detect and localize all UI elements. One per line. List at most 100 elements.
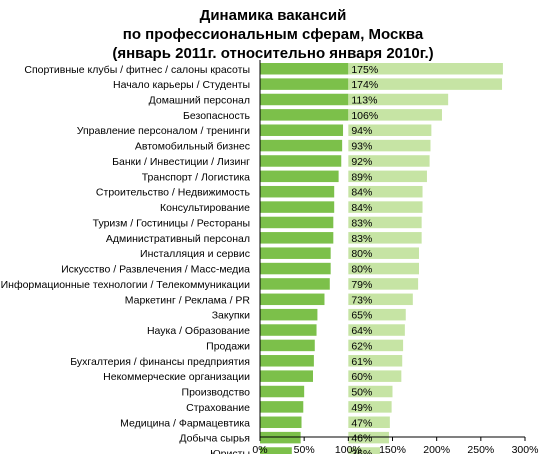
x-tick-label: 200% bbox=[423, 444, 450, 454]
category-label: Транспорт / Логистика bbox=[142, 171, 250, 183]
data-label: 46% bbox=[351, 433, 372, 445]
bar-base bbox=[260, 262, 331, 275]
chart-title-line-2: по профессиональным сферам, Москва bbox=[122, 26, 424, 43]
bar-base bbox=[260, 401, 304, 413]
bar-excess bbox=[348, 170, 427, 183]
data-label: 106% bbox=[351, 110, 378, 122]
bar-excess bbox=[348, 416, 390, 429]
category-label: Безопасность bbox=[183, 110, 251, 122]
x-tick-label: 250% bbox=[467, 444, 494, 454]
bar-excess bbox=[348, 339, 404, 352]
bar-excess bbox=[348, 78, 503, 90]
bar-excess bbox=[348, 262, 419, 275]
category-label: Юристы bbox=[210, 448, 250, 454]
category-label: Банки / Инвестиции / Лизинг bbox=[112, 156, 250, 168]
bar-excess bbox=[348, 293, 413, 306]
category-label: Спортивные клубы / фитнес / салоны красо… bbox=[24, 64, 250, 76]
bar-base bbox=[260, 385, 305, 398]
category-label: Консультирование bbox=[160, 202, 250, 214]
bar-base bbox=[260, 124, 344, 136]
data-label: 65% bbox=[351, 310, 372, 322]
bar-base bbox=[260, 216, 334, 229]
bar-base bbox=[260, 370, 313, 382]
bar-base bbox=[260, 232, 334, 244]
x-tick-label: 50% bbox=[294, 444, 315, 454]
bar-base bbox=[260, 63, 349, 75]
category-label: Искусство / Развлечения / Масс-медиа bbox=[61, 264, 250, 276]
data-label: 49% bbox=[351, 402, 372, 414]
bar-excess bbox=[348, 93, 449, 106]
category-label: Строительство / Недвижимость bbox=[96, 187, 251, 199]
bar-base bbox=[260, 247, 331, 259]
data-label: 60% bbox=[351, 371, 372, 383]
category-label: Управление персоналом / тренинги bbox=[77, 125, 250, 137]
data-label: 62% bbox=[351, 340, 372, 352]
bar-excess bbox=[348, 385, 393, 398]
bar-excess bbox=[348, 355, 403, 367]
category-label: Инсталляция и сервис bbox=[140, 248, 250, 260]
data-label: 83% bbox=[351, 233, 372, 245]
category-label: Производство bbox=[182, 387, 251, 399]
bar-base bbox=[260, 447, 292, 454]
data-label: 61% bbox=[351, 356, 372, 368]
category-label: Закупки bbox=[212, 310, 250, 322]
data-label: 175% bbox=[351, 64, 378, 76]
bar-excess bbox=[348, 139, 431, 152]
bar-excess bbox=[348, 124, 432, 136]
data-label: 36% bbox=[351, 448, 372, 454]
bar-excess bbox=[348, 278, 419, 290]
category-label: Наука / Образование bbox=[147, 325, 250, 337]
bar-excess bbox=[348, 216, 422, 229]
data-label: 93% bbox=[351, 141, 372, 153]
bar-base bbox=[260, 324, 317, 336]
bar-excess bbox=[348, 63, 503, 75]
data-label: 92% bbox=[351, 156, 372, 168]
category-label: Маркетинг / Реклама / PR bbox=[125, 294, 251, 306]
category-label: Медицина / Фармацевтика bbox=[120, 417, 250, 429]
bar-excess bbox=[348, 201, 423, 213]
bar-base bbox=[260, 201, 335, 213]
bar-base bbox=[260, 293, 325, 306]
category-label: Домашний персонал bbox=[149, 94, 250, 106]
bar-base bbox=[260, 431, 301, 444]
bar-excess bbox=[348, 247, 419, 259]
bar-base bbox=[260, 78, 349, 90]
bar-base bbox=[260, 93, 349, 106]
x-tick-label: 100% bbox=[335, 444, 362, 454]
data-label: 64% bbox=[351, 325, 372, 337]
bar-base bbox=[260, 416, 302, 429]
bar-base bbox=[260, 308, 318, 321]
bar-excess bbox=[348, 447, 381, 454]
data-label: 94% bbox=[351, 125, 372, 137]
data-label: 50% bbox=[351, 387, 372, 399]
chart-title-line-1: Динамика вакансий bbox=[199, 7, 347, 24]
bar-excess bbox=[348, 232, 422, 244]
data-label: 113% bbox=[351, 94, 377, 106]
category-label: Административный персонал bbox=[106, 233, 250, 245]
category-label: Страхование bbox=[186, 402, 250, 414]
category-label: Автомобильный бизнес bbox=[135, 141, 250, 153]
category-label: Начало карьеры / Студенты bbox=[113, 79, 250, 91]
bar-base bbox=[260, 185, 335, 198]
bar-base bbox=[260, 139, 343, 152]
x-tick-label: 0% bbox=[252, 444, 267, 454]
bar-base bbox=[260, 339, 315, 352]
data-label: 174% bbox=[351, 79, 378, 91]
x-tick-label: 150% bbox=[379, 444, 406, 454]
category-label: Добыча сырья bbox=[179, 433, 250, 445]
bar-excess bbox=[348, 324, 405, 336]
data-label: 79% bbox=[351, 279, 372, 291]
bar-excess bbox=[348, 431, 389, 444]
data-label: 84% bbox=[351, 202, 372, 214]
category-label: Туризм / Гостиницы / Рестораны bbox=[93, 217, 250, 229]
x-tick-label: 300% bbox=[512, 444, 539, 454]
bar-excess bbox=[348, 370, 402, 382]
bar-base bbox=[260, 155, 342, 167]
bar-excess bbox=[348, 155, 430, 167]
data-label: 80% bbox=[351, 264, 372, 276]
bar-base bbox=[260, 109, 349, 121]
bar-base bbox=[260, 278, 330, 290]
category-label: Продажи bbox=[206, 340, 250, 352]
category-label: Бухгалтерия / финансы предприятия bbox=[70, 356, 250, 368]
